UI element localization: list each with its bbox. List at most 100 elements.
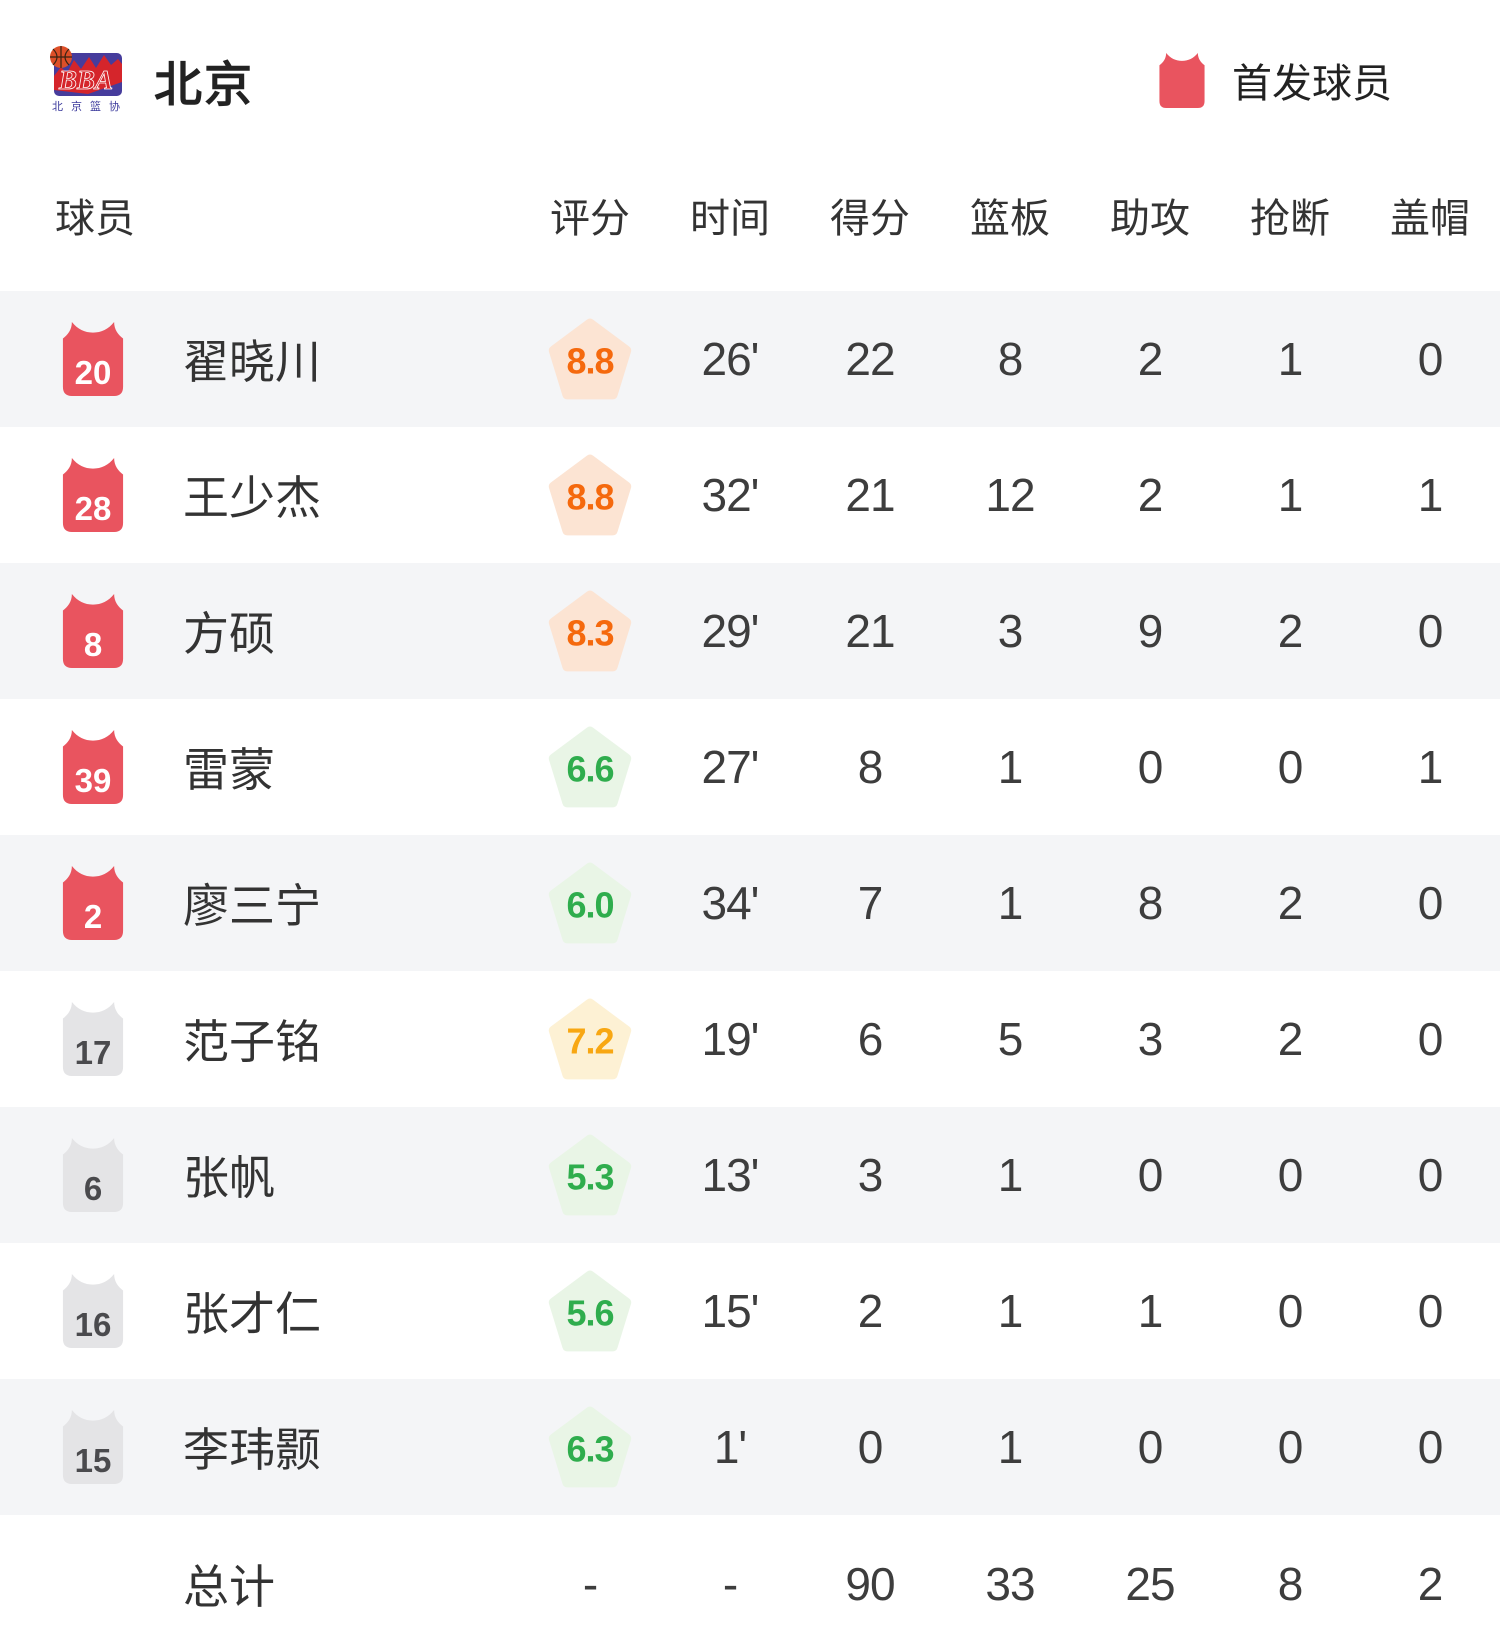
player-name: 翟晓川 [183, 336, 321, 388]
jersey-icon: 20 [61, 322, 125, 396]
table-row[interactable]: 6 张帆 5.3 13' 3 1 0 0 0 [0, 1107, 1500, 1243]
stat-steals: 1 [1277, 469, 1304, 521]
jersey-number: 39 [74, 762, 112, 799]
red-jersey-icon [1158, 52, 1206, 108]
column-player: 球员 [55, 196, 135, 241]
stat-time: 1' [713, 1421, 747, 1473]
player-name: 张帆 [183, 1152, 275, 1204]
rating-value: 7.2 [566, 1020, 614, 1062]
stat-assists: 9 [1137, 605, 1164, 657]
stat-blocks: 0 [1417, 877, 1444, 929]
stat-time: 15' [701, 1285, 760, 1337]
stat-blocks: 0 [1417, 333, 1444, 385]
stat-assists: 8 [1137, 877, 1164, 929]
stat-steals: 2 [1277, 605, 1304, 657]
rating-cell: 8.3 [520, 588, 660, 674]
player-cell: 8 方硕 [55, 594, 520, 668]
stat-time: 34' [701, 877, 760, 929]
totals-time: - [722, 1557, 738, 1610]
stat-blocks: 0 [1417, 605, 1444, 657]
player-cell: 15 李玮颢 [55, 1410, 520, 1484]
rating-cell: 5.3 [520, 1132, 660, 1218]
player-cell: 39 雷蒙 [55, 730, 520, 804]
jersey-icon: 2 [61, 866, 125, 940]
table-row[interactable]: 2 廖三宁 6.0 34' 7 1 8 2 0 [0, 835, 1500, 971]
totals-steals: 8 [1277, 1557, 1304, 1610]
stat-points: 21 [845, 605, 895, 657]
player-name: 张才仁 [183, 1288, 321, 1340]
rating-value: 6.6 [566, 748, 614, 790]
column-rebounds: 篮板 [970, 196, 1050, 241]
player-name: 方硕 [183, 608, 275, 660]
logo-subtext: 北京篮协 [52, 99, 128, 113]
player-rows: 20 翟晓川 8.8 26' 22 8 2 1 0 28 [0, 291, 1500, 1515]
rating-cell: 6.6 [520, 724, 660, 810]
player-cell: 20 翟晓川 [55, 322, 520, 396]
totals-label: 总计 [183, 1560, 275, 1613]
totals-blocks: 2 [1417, 1557, 1444, 1610]
rating-cell: 8.8 [520, 452, 660, 538]
stat-time: 29' [701, 605, 760, 657]
rating-badge: 5.6 [548, 1268, 632, 1354]
column-blocks: 盖帽 [1390, 196, 1470, 241]
stat-rebounds: 1 [997, 741, 1024, 793]
jersey-icon: 6 [61, 1138, 125, 1212]
jersey-number: 2 [83, 898, 103, 935]
stat-time: 32' [701, 469, 760, 521]
rating-cell: 6.0 [520, 860, 660, 946]
stat-assists: 2 [1137, 469, 1164, 521]
starters-legend-label: 首发球员 [1232, 62, 1392, 106]
jersey-icon: 16 [61, 1274, 125, 1348]
table-row[interactable]: 17 范子铭 7.2 19' 6 5 3 2 0 [0, 971, 1500, 1107]
jersey-number: 16 [74, 1306, 112, 1343]
stat-steals: 1 [1277, 333, 1304, 385]
column-time: 时间 [690, 196, 770, 241]
column-assists: 助攻 [1110, 196, 1190, 241]
player-cell: 6 张帆 [55, 1138, 520, 1212]
rating-cell: 5.6 [520, 1268, 660, 1354]
jersey-number: 17 [74, 1034, 112, 1071]
table-row[interactable]: 28 王少杰 8.8 32' 21 12 2 1 1 [0, 427, 1500, 563]
stat-rebounds: 12 [985, 469, 1035, 521]
totals-points: 90 [845, 1557, 895, 1610]
table-row[interactable]: 16 张才仁 5.6 15' 2 1 1 0 0 [0, 1243, 1500, 1379]
rating-value: 8.8 [566, 476, 614, 518]
rating-badge: 8.8 [548, 316, 632, 402]
stat-blocks: 0 [1417, 1285, 1444, 1337]
player-cell: 16 张才仁 [55, 1274, 520, 1348]
rating-value: 8.8 [566, 340, 614, 382]
stat-steals: 0 [1277, 741, 1304, 793]
stat-points: 2 [857, 1285, 884, 1337]
table-row[interactable]: 20 翟晓川 8.8 26' 22 8 2 1 0 [0, 291, 1500, 427]
column-rating: 评分 [550, 196, 630, 241]
stat-time: 26' [701, 333, 760, 385]
jersey-number: 8 [83, 626, 103, 663]
jersey-number: 20 [74, 354, 112, 391]
stat-assists: 3 [1137, 1013, 1164, 1065]
totals-row: 总计 - - 90 33 25 8 2 [0, 1515, 1500, 1652]
table-row[interactable]: 8 方硕 8.3 29' 21 3 9 2 0 [0, 563, 1500, 699]
table-row[interactable]: 15 李玮颢 6.3 1' 0 1 0 0 0 [0, 1379, 1500, 1515]
player-cell: 2 廖三宁 [55, 866, 520, 940]
rating-value: 6.3 [566, 1428, 614, 1470]
rating-badge: 8.8 [548, 452, 632, 538]
starters-legend: 首发球员 [1158, 51, 1392, 109]
stat-rebounds: 8 [997, 333, 1024, 385]
stat-assists: 0 [1137, 741, 1164, 793]
rating-badge: 7.2 [548, 996, 632, 1082]
player-name: 李玮颢 [183, 1424, 321, 1476]
stat-time: 13' [701, 1149, 760, 1201]
stat-blocks: 1 [1417, 469, 1444, 521]
panel-header: BBA 北京篮协 北京 首发球员 [0, 0, 1500, 115]
rating-badge: 6.6 [548, 724, 632, 810]
jersey-icon: 8 [61, 594, 125, 668]
jersey-icon: 15 [61, 1410, 125, 1484]
table-row[interactable]: 39 雷蒙 6.6 27' 8 1 0 0 1 [0, 699, 1500, 835]
stat-assists: 2 [1137, 333, 1164, 385]
stat-points: 3 [857, 1149, 884, 1201]
stat-blocks: 0 [1417, 1013, 1444, 1065]
stat-blocks: 0 [1417, 1149, 1444, 1201]
stat-blocks: 1 [1417, 741, 1444, 793]
rating-badge: 8.3 [548, 588, 632, 674]
